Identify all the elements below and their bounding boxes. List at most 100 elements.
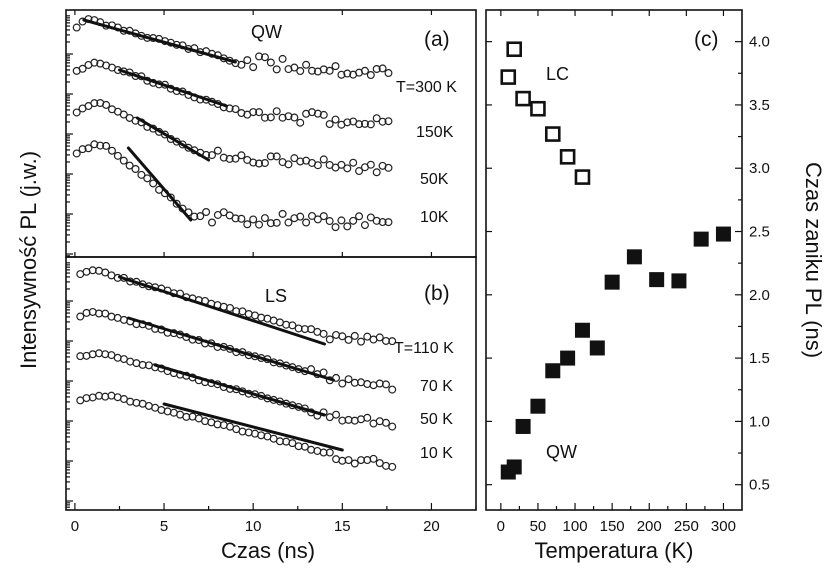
x-tick-label-ab-20: 20 [423, 518, 440, 535]
panel-c-tag-lc: LC [546, 64, 569, 84]
panel-a-300k-point [284, 65, 293, 74]
panel-a-300k-point [260, 53, 269, 62]
qw-point [574, 322, 590, 338]
x-tick-label-c-0: 0 [497, 518, 505, 535]
panel-a-150k-point [225, 104, 234, 113]
panel-a-10k-point [84, 144, 93, 153]
panel-b-70k-point [363, 380, 372, 389]
panel-a-300k-fit [82, 18, 237, 64]
panel-b-110k-point [388, 337, 397, 346]
panel-a-10k-point [119, 156, 128, 165]
panel-a-10k-point [372, 216, 381, 225]
panel-a-150k-point [372, 114, 381, 123]
panel-a-50k-fit [135, 116, 211, 162]
panel-b-10k-point [350, 459, 359, 468]
panel-a-300k-point [331, 62, 340, 71]
panel-a-10k-point [278, 209, 287, 218]
y-axis-label-left: Intensywność PL (j.w.) [16, 151, 41, 369]
panel-b-10k-point [388, 462, 397, 471]
temp-label-a-10: 10K [420, 209, 449, 226]
y-tick-label-c-2.5: 2.5 [749, 224, 770, 241]
lc-point [530, 100, 546, 117]
panel-a-50k-point [272, 152, 281, 161]
qw-point [515, 418, 531, 434]
panel-a-50k-point [160, 130, 169, 139]
panel-a-10k-point [360, 221, 369, 230]
panel-a-150k-point [78, 64, 87, 73]
panel-b-70k-point [388, 385, 397, 394]
panel-a-150k-point [266, 113, 275, 122]
panel-a-10k-point [166, 193, 175, 202]
panel-b-label: (b) [424, 282, 450, 305]
x-tick-label-c-250: 250 [674, 518, 699, 535]
panel-a-10k-point [331, 223, 340, 232]
panel-c-marks: 0 50 100 150 200 250 300 0.5 1.0 1.5 2.0 2.5 3.0 3.5 4… [486, 10, 770, 535]
panel-a-10k-point [308, 211, 317, 220]
panel-b-50k-point [113, 353, 122, 362]
temp-label-b-50: 50 K [420, 411, 453, 428]
panel-b-70k-fit [126, 316, 335, 382]
panel-a-10k-point [219, 208, 228, 217]
panel-b-110k-point [344, 335, 353, 344]
panel-b-10k-point [163, 407, 172, 416]
panel-a-50k-point [313, 161, 322, 170]
panel-b-50k-fit [153, 363, 326, 417]
panel-a-50k-point [266, 152, 275, 161]
x-axis-label-ab: Czas (ns) [221, 538, 315, 563]
qw-point [715, 226, 731, 242]
temp-label-a-300: T=300 K [396, 79, 457, 96]
panel-a-50k-point [249, 158, 258, 167]
temp-label-a-50: 50K [420, 171, 449, 188]
panel-a-10k-point [78, 145, 87, 154]
panel-a-150k-point [355, 120, 364, 129]
panel-a-10k-point [149, 179, 158, 188]
panel-a-150k-fit [117, 68, 228, 108]
panel-b-10k-point [325, 448, 334, 457]
panel-a-300k-point [360, 66, 369, 75]
qw-point [545, 363, 561, 379]
panel-b-110k-point [357, 337, 366, 346]
panel-a-50k-point [319, 155, 328, 164]
panel-a-50k-point [225, 154, 234, 163]
panel-a-50k-point [349, 158, 358, 167]
panel-a-150k-point [319, 110, 328, 119]
qw-point [530, 398, 546, 414]
panel-a-10k-point [243, 220, 252, 229]
panel-a-10k-fit [126, 146, 193, 222]
panel-b-110k-point [350, 331, 359, 340]
panel-a-10k-point [202, 207, 211, 216]
x-axis-label-c: Temperatura (K) [535, 538, 694, 563]
panel-a-50k-point [260, 158, 269, 167]
x-tick-label-ab-5: 5 [160, 518, 168, 535]
panel-a-10k-point [196, 212, 205, 221]
x-tick-label-ab-0: 0 [71, 518, 79, 535]
panel-a-150k-point [378, 117, 387, 126]
panel-a-50k-point [237, 151, 246, 160]
temp-label-a-150: 150K [416, 124, 454, 141]
temp-label-b-70: 70 K [420, 378, 453, 395]
panel-a-300k-point [319, 65, 328, 74]
panel-a-10k-point [313, 215, 322, 224]
panel-a-label: (a) [424, 28, 450, 51]
panel-c-tag-qw: QW [546, 442, 577, 462]
panel-a-10k-point [343, 222, 352, 231]
panel-a-150k-point [278, 113, 287, 122]
panel-b-110k-point [338, 332, 347, 341]
x-tick-label-c-300: 300 [711, 518, 736, 535]
panel-b-110k-fit [117, 275, 326, 346]
panel-a-150k-point [255, 108, 264, 117]
panel-a-150k-point [231, 105, 240, 114]
y-tick-label-c-2.0: 2.0 [749, 287, 770, 304]
panel-a-10k-point [190, 212, 199, 221]
panel-a-10k-point [237, 214, 246, 223]
panel-a-300k-point [302, 60, 311, 69]
panel-a-10k-point [172, 199, 181, 208]
panel-a-10k-point [284, 218, 293, 227]
panel-a-50k-point [384, 163, 393, 172]
panel-c-frame [485, 9, 743, 511]
panel-a-50k-point [207, 151, 216, 160]
temp-label-b-110: T=110 K [394, 340, 454, 357]
panel-a-10k-point [302, 218, 311, 227]
panel-a-50k-point [343, 164, 352, 173]
